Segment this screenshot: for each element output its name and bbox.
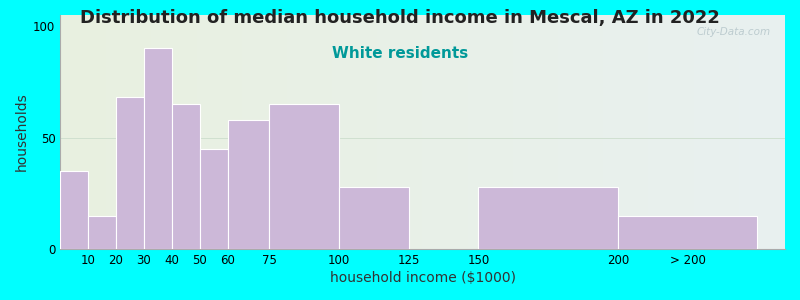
Text: City-Data.com: City-Data.com (696, 27, 770, 37)
Bar (172, 104, 200, 249)
Text: White residents: White residents (332, 46, 468, 62)
Bar (270, 104, 339, 249)
Bar (116, 98, 144, 249)
Y-axis label: households: households (15, 93, 29, 171)
Bar (339, 187, 409, 249)
Bar (144, 48, 172, 249)
Bar (618, 215, 757, 249)
Bar (60, 171, 88, 249)
Bar (227, 120, 270, 249)
Bar (200, 149, 227, 249)
Bar (478, 187, 618, 249)
X-axis label: household income ($1000): household income ($1000) (330, 271, 516, 285)
Text: Distribution of median household income in Mescal, AZ in 2022: Distribution of median household income … (80, 9, 720, 27)
Bar (88, 215, 116, 249)
